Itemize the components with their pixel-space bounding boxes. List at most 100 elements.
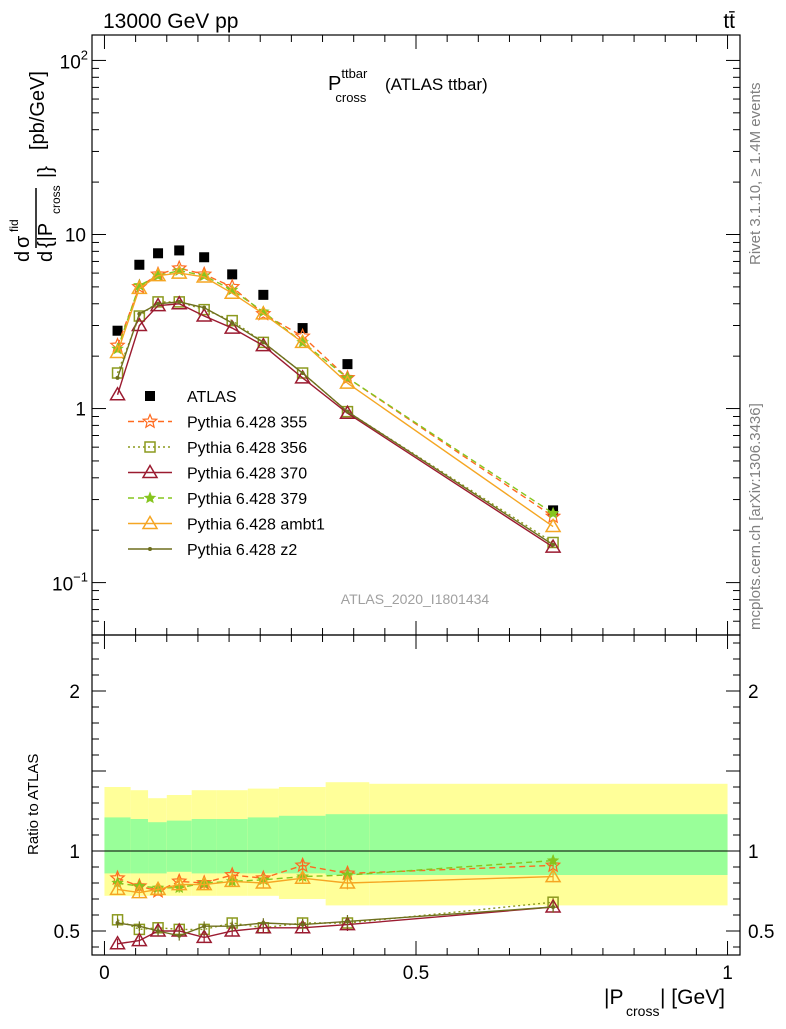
data-point (339, 374, 356, 389)
ratio-panel: 0 0.5 1 0.5 0.5 1 1 2 2 (54, 634, 774, 984)
process-label: tt̄ (723, 10, 735, 33)
data-point (227, 269, 238, 280)
ratio-series-line (117, 864, 554, 892)
main-ytick-label-10: 10 (65, 225, 86, 246)
band-inner (325, 814, 370, 875)
ratio-point (109, 880, 126, 896)
ratio-xtick-label: 0 (99, 963, 110, 984)
plot-title-main: P (328, 73, 341, 95)
ylabel-d-bottom: d (35, 251, 57, 262)
data-point (195, 268, 213, 283)
legend-label: ATLAS (187, 389, 237, 406)
ratio-point (170, 876, 188, 891)
data-point (345, 409, 350, 414)
data-point (149, 297, 167, 312)
data-point (137, 311, 142, 316)
ratio-point (223, 872, 241, 888)
ratio-point (345, 919, 350, 924)
ratio-xtick-label: 1 (722, 963, 733, 984)
plot-title-suffix: (ATLAS ttbar) (385, 75, 488, 94)
legend-marker (143, 491, 157, 504)
plot-title-sup: ttbar (341, 66, 368, 81)
data-point (177, 299, 182, 304)
plot-title-sub: cross (335, 90, 367, 105)
ratio-point (109, 935, 126, 950)
data-point (109, 386, 126, 401)
ratio-ytick-label-left: 1 (69, 842, 80, 863)
ratio-ylabel: Ratio to ATLAS (25, 754, 42, 855)
series-line (116, 272, 554, 528)
data-point (152, 296, 164, 308)
data-point (170, 264, 188, 279)
main-ytick-label-0.1: 10−1 (52, 570, 88, 596)
data-point (547, 536, 559, 549)
data-point (551, 542, 556, 547)
ratio-point (149, 880, 167, 896)
data-point (261, 340, 266, 345)
ratio-point (544, 868, 562, 883)
mcplots-label: mcplots.cern.ch [arXiv:1306.3436] (747, 403, 764, 630)
data-point (153, 248, 164, 259)
ratio-xtick-label: 0.5 (403, 963, 429, 984)
series-line (116, 301, 554, 546)
data-point (223, 319, 241, 334)
main-ylabel: d d σ fid {|P cross |} [pb/GeV] (7, 71, 63, 262)
ratio-point (223, 922, 241, 937)
xlabel-units: | [GeV] (660, 986, 725, 1009)
band-inner (216, 819, 248, 874)
ylabel-close: |} (35, 166, 57, 178)
main-ytick-label-100: 102 (60, 47, 88, 73)
ratio-point (546, 854, 560, 866)
series-line (116, 303, 554, 548)
series-line (116, 267, 554, 518)
main-ytick-label-100-base: 10 (60, 52, 81, 73)
data-point (115, 375, 120, 380)
data-point (255, 305, 272, 320)
legend-marker (141, 412, 159, 429)
xlabel-pcross: |P (604, 986, 623, 1009)
data-point (131, 279, 148, 295)
ratio-point (300, 922, 305, 927)
plot-title: Pttbar cross (328, 66, 368, 105)
ratio-point (255, 919, 272, 934)
ylabel-pcross: {|P (35, 223, 57, 248)
analysis-watermark: ATLAS_2020_I1801434 (341, 591, 490, 607)
ratio-ytick-label-left: 2 (69, 682, 80, 703)
ratio-point (195, 876, 213, 891)
ratio-point (115, 921, 120, 925)
ratio-series-line (117, 906, 554, 937)
ratio-ytick-label-right: 1 (748, 842, 759, 863)
data-point (112, 325, 123, 336)
data-point (174, 245, 185, 256)
legend-label: Pythia 6.428 z2 (187, 542, 297, 559)
ratio-point (195, 928, 213, 944)
data-point (294, 333, 311, 349)
ratio-point (156, 929, 161, 933)
data-point (544, 518, 562, 533)
ratio-point (261, 921, 266, 925)
data-point (199, 252, 210, 263)
ratio-ytick-label-left: 0.5 (54, 922, 80, 943)
ratio-series-line (117, 859, 554, 889)
legend: ATLAS Pythia 6.428 355 Pythia 6.428 356 Pyt… (128, 389, 325, 559)
main-ytick-label-100-exp: 2 (81, 47, 88, 62)
ratio-point (294, 869, 311, 884)
data-point (225, 283, 239, 296)
ratio-ytick-label-right: 0.5 (748, 922, 774, 943)
main-ytick-label-10-base: 10 (65, 225, 86, 246)
ratio-point (294, 919, 311, 934)
ratio-point (255, 874, 272, 889)
data-point (339, 404, 356, 419)
ratio-point (551, 905, 556, 909)
ratio-series-line (117, 875, 554, 894)
data-point (339, 369, 356, 385)
data-point (195, 307, 213, 322)
ratio-point (339, 874, 356, 889)
data-point (258, 289, 269, 300)
data-point (149, 267, 167, 282)
data-point (255, 305, 272, 321)
ratio-point (294, 856, 311, 873)
data-point (197, 269, 211, 281)
